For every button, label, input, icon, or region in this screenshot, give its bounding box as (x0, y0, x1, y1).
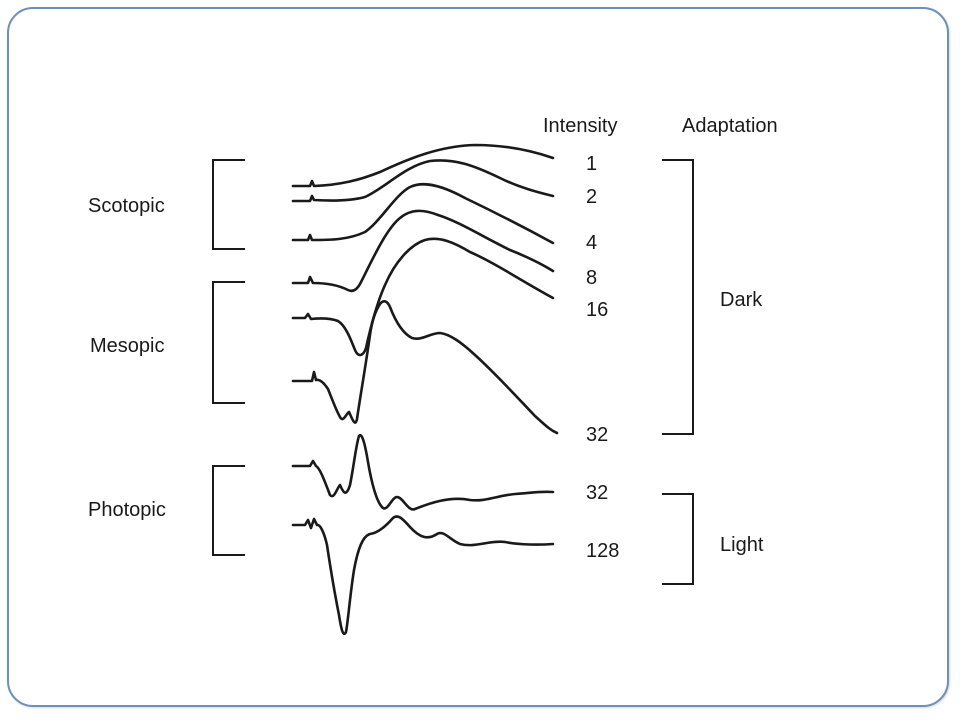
label-scotopic: Scotopic (88, 195, 165, 217)
waveform-trace (291, 433, 555, 511)
waveform-trace (291, 143, 555, 188)
intensity-label: 128 (586, 540, 619, 562)
intensity-label: 32 (586, 482, 608, 504)
waveform-trace (291, 515, 555, 636)
label-mesopic: Mesopic (90, 335, 164, 357)
waveform-trace (291, 300, 559, 435)
intensity-label: 32 (586, 424, 608, 446)
intensity-label: 16 (586, 299, 608, 321)
bracket-mesopic (212, 281, 245, 404)
waveform-trace (291, 159, 555, 203)
intensity-label: 4 (586, 232, 597, 254)
waveform-trace (291, 182, 555, 245)
bracket-scotopic (212, 159, 245, 250)
intensity-label: 1 (586, 153, 597, 175)
intensity-label: 2 (586, 186, 597, 208)
header-adaptation: Adaptation (682, 115, 778, 137)
label-photopic: Photopic (88, 499, 166, 521)
label-light: Light (720, 534, 764, 556)
bracket-light (662, 493, 694, 585)
bracket-dark (662, 159, 694, 435)
bracket-photopic (212, 465, 245, 556)
waveform-trace (291, 209, 555, 293)
label-dark: Dark (720, 289, 763, 311)
header-intensity: Intensity (543, 115, 617, 137)
intensity-label: 8 (586, 267, 597, 289)
